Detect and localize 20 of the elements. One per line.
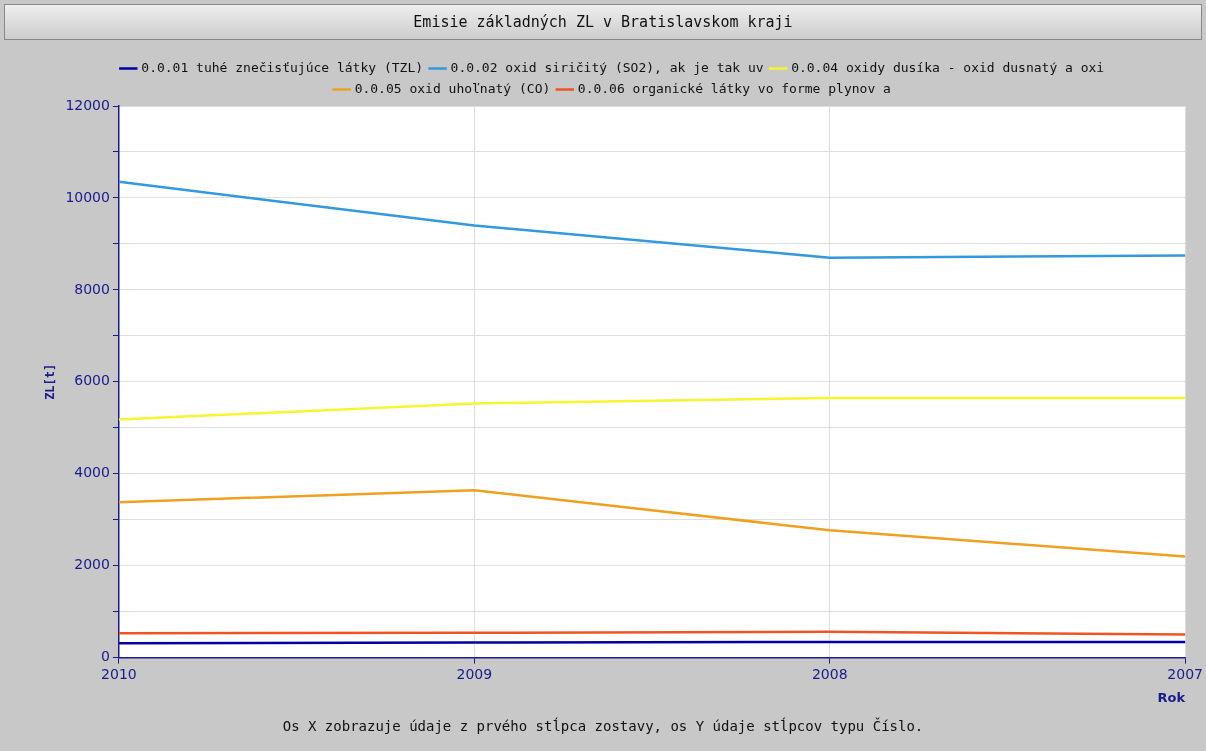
legend-label: 0.0.02 oxid siričitý (SO2), ak je tak uv: [450, 59, 764, 75]
y-tick-label: 12000: [65, 96, 110, 113]
chart-title: Emisie základných ZL v Bratislavskom kraji: [4, 4, 1202, 40]
y-tick-label: 4000: [74, 464, 110, 481]
x-tick-label: 2007: [1167, 665, 1204, 682]
y-tick-label: 6000: [74, 372, 110, 389]
y-tick-label: 10000: [65, 188, 110, 205]
y-tick-label: 0: [101, 648, 110, 665]
x-axis-title: Rok: [1157, 689, 1186, 705]
x-tick-label: 2008: [811, 665, 848, 682]
x-tick-label: 2009: [456, 665, 493, 682]
text: Os X zobrazuje údaje z prvého stĺpca zostavy, os Y údaje stĺpcov typu Číslo.: [281, 718, 925, 734]
legend-label: 0.0.04 oxidy dusíka - oxid dusnatý a oxi: [791, 59, 1105, 75]
legend-label: 0.0.01 tuhé znečisťujúce látky (TZL): [141, 59, 424, 75]
legend-label: 0.0.05 oxid uhoľnatý (CO): [354, 80, 551, 96]
legend-label: 0.0.06 organické látky vo forme plynov a: [577, 80, 891, 96]
y-axis-title: ZL[t]: [43, 363, 58, 400]
y-tick-label: 8000: [74, 280, 110, 297]
y-tick-label: 2000: [74, 556, 110, 573]
x-tick-label: 2010: [101, 665, 137, 682]
